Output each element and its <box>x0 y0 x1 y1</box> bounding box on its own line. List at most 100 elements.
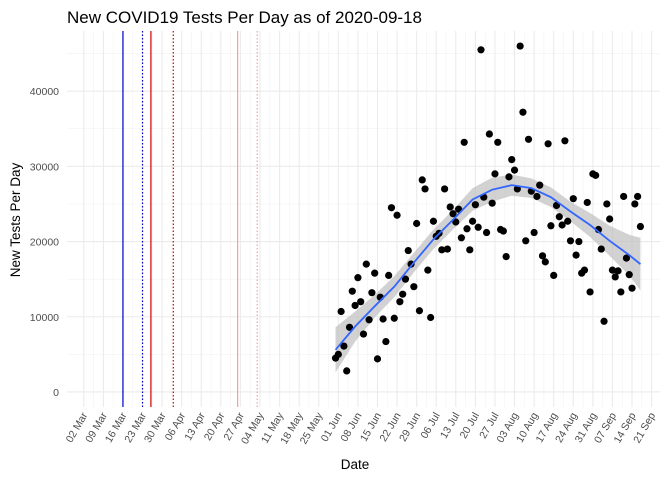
data-point <box>519 108 527 116</box>
data-point <box>438 246 446 254</box>
data-point <box>427 313 435 322</box>
data-point <box>468 217 477 225</box>
data-point <box>510 166 519 174</box>
data-point <box>474 223 482 231</box>
data-point <box>415 307 424 315</box>
data-point <box>404 246 412 255</box>
data-point <box>586 288 594 296</box>
data-point <box>541 258 549 266</box>
data-point <box>575 237 583 246</box>
data-point <box>407 260 415 268</box>
data-point <box>580 266 589 274</box>
y-tick-label: 40000 <box>30 86 59 98</box>
data-point <box>452 218 460 226</box>
data-point <box>365 316 373 324</box>
data-point <box>421 185 429 193</box>
data-point <box>354 274 362 282</box>
x-axis-label: Date <box>341 457 370 472</box>
data-point <box>494 138 502 146</box>
data-point <box>362 260 370 268</box>
data-point <box>569 195 577 203</box>
data-point <box>597 245 605 253</box>
data-point <box>399 290 407 298</box>
data-point <box>547 222 555 230</box>
data-point <box>505 173 513 181</box>
chart-title: New COVID19 Tests Per Day as of 2020-09-… <box>67 8 422 27</box>
data-point <box>396 298 404 306</box>
data-point <box>564 217 572 225</box>
data-point <box>418 176 426 184</box>
data-point <box>600 317 608 325</box>
data-point <box>536 181 544 189</box>
minor-gridlines <box>67 31 660 407</box>
data-point <box>393 211 401 219</box>
data-point <box>625 271 633 279</box>
data-point <box>401 275 410 283</box>
y-axis-label: New Tests Per Day <box>8 162 23 277</box>
data-point <box>443 245 452 253</box>
smooth-line-path <box>334 184 641 351</box>
confidence-band <box>335 174 641 373</box>
data-point <box>390 314 398 322</box>
data-point <box>550 271 558 279</box>
data-point <box>608 266 617 274</box>
data-point <box>482 228 491 237</box>
data-point <box>485 130 493 138</box>
data-point <box>491 170 499 178</box>
data-point <box>516 42 524 50</box>
data-point <box>631 200 639 208</box>
y-tick-label: 10000 <box>30 312 59 324</box>
data-point <box>413 219 421 228</box>
event-lines <box>122 31 258 407</box>
data-point <box>628 284 636 292</box>
data-point <box>555 213 563 221</box>
data-point <box>457 234 466 242</box>
data-point <box>441 185 449 193</box>
data-point <box>351 301 359 310</box>
data-point <box>379 315 387 323</box>
data-point <box>387 204 396 212</box>
data-point <box>429 217 438 225</box>
data-point <box>463 225 471 233</box>
y-tick-labels: 0 10000 20000 30000 40000 <box>30 86 59 399</box>
data-point <box>502 253 510 261</box>
data-point <box>499 227 507 235</box>
data-point <box>410 283 418 291</box>
data-point <box>488 199 496 207</box>
data-point <box>345 323 354 331</box>
data-point <box>337 307 345 316</box>
data-point <box>382 337 390 346</box>
data-point <box>566 237 575 245</box>
data-point <box>530 228 538 237</box>
data-point <box>348 287 356 295</box>
data-point <box>524 135 533 143</box>
data-point <box>636 222 645 231</box>
data-point <box>477 46 485 54</box>
data-point <box>620 192 628 201</box>
y-tick-label: 30000 <box>30 161 59 173</box>
data-point <box>544 140 552 148</box>
data-point <box>446 203 454 211</box>
data-point <box>385 271 393 279</box>
data-point <box>334 350 342 358</box>
data-point <box>508 155 516 164</box>
data-point <box>533 192 541 201</box>
y-tick-label: 20000 <box>30 237 59 249</box>
data-point <box>424 266 432 274</box>
data-point <box>622 254 631 262</box>
data-point <box>359 330 368 338</box>
data-point <box>538 252 547 260</box>
data-point <box>471 201 479 209</box>
data-point <box>603 200 611 208</box>
data-point <box>368 289 376 297</box>
smooth-band <box>335 174 641 373</box>
data-point <box>373 355 382 363</box>
data-point <box>614 267 622 275</box>
data-point <box>460 138 468 146</box>
smooth-line <box>334 184 641 351</box>
data-point <box>634 192 642 201</box>
data-point <box>357 298 365 306</box>
data-point <box>340 342 348 350</box>
